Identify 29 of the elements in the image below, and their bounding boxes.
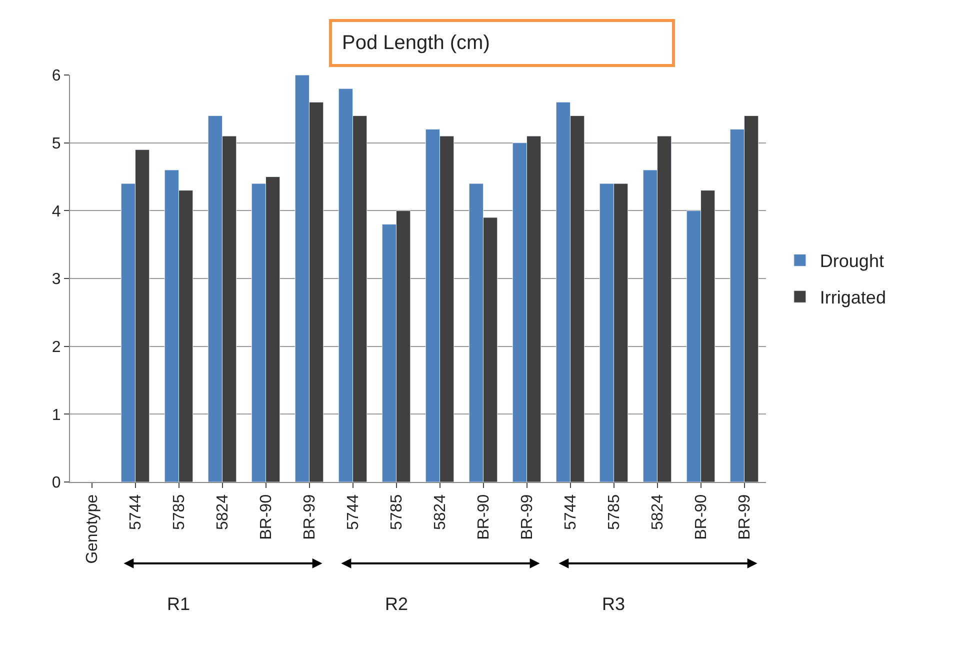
x-tick-label: 5744 [344,494,362,530]
x-tick-label: BR-99 [518,494,536,540]
y-tick-label: 6 [52,68,61,85]
x-tick-label: BR-90 [475,494,492,540]
text: R3 [602,594,626,614]
chart-title: Pod Length (cm) [342,32,490,54]
x-tick-label: BR-99 [301,494,318,540]
x-tick-label: BR-90 [258,494,275,540]
text: R2 [385,594,408,614]
y-tick-label: 0 [52,474,61,492]
x-tick-label: 5824 [214,494,232,530]
x-tick-label: 5785 [170,494,188,530]
legend-label: Drought [820,251,884,272]
x-tick-label: 5785 [388,494,406,530]
text: R1 [167,594,190,614]
y-tick-label: 2 [52,338,61,356]
x-tick-label: Genotype [84,494,101,564]
x-tick-label: BR-90 [692,494,710,540]
x-tick-label: 5785 [606,494,623,530]
y-tick-label: 1 [52,406,61,424]
x-tick-label: 5744 [562,494,580,530]
y-tick-label: 4 [52,203,61,220]
x-tick-label: 5744 [127,494,144,530]
y-tick-label: 5 [52,135,61,152]
x-tick-label: 5824 [432,494,449,530]
legend-label: Irrigated [820,288,886,308]
x-tick-label: BR-99 [736,494,754,540]
x-tick-label: 5824 [649,494,666,530]
y-tick-label: 3 [52,271,61,288]
